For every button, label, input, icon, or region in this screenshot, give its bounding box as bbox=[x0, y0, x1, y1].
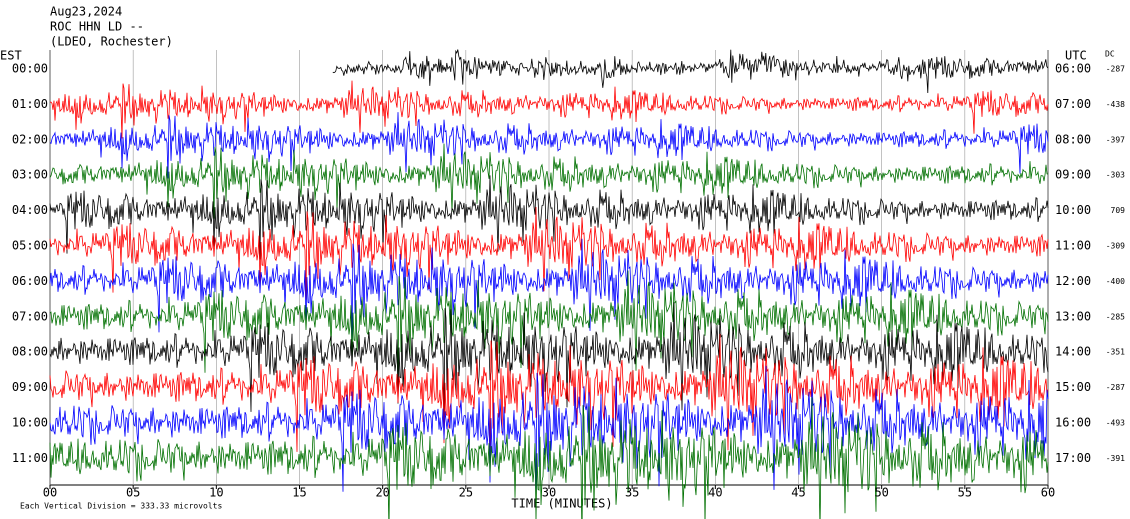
est-label: 10:00 bbox=[12, 416, 48, 430]
utc-label: 07:00 bbox=[1055, 97, 1091, 111]
dc-label: -400 bbox=[1106, 277, 1125, 286]
utc-label: 13:00 bbox=[1055, 309, 1091, 323]
dc-label: -351 bbox=[1106, 348, 1125, 357]
trace bbox=[49, 112, 1049, 179]
utc-label: 15:00 bbox=[1055, 380, 1091, 394]
x-tick-label: 45 bbox=[791, 486, 805, 500]
est-label: 00:00 bbox=[12, 62, 48, 76]
trace bbox=[49, 270, 1049, 382]
trace bbox=[332, 49, 1049, 94]
dc-label: -438 bbox=[1106, 100, 1125, 109]
x-tick-label: 20 bbox=[375, 486, 389, 500]
utc-label: 12:00 bbox=[1055, 274, 1091, 288]
est-label: 09:00 bbox=[12, 380, 48, 394]
labels: 00 05 10 15 20 25 30 35 40 45 50 55 60 00:00 06:00 -287… bbox=[12, 62, 1125, 500]
x-tick-label: 30 bbox=[542, 486, 556, 500]
dc-label: -309 bbox=[1106, 242, 1125, 251]
dc-title: DC bbox=[1105, 50, 1115, 59]
est-label: 04:00 bbox=[12, 203, 48, 217]
x-tick-label: 00 bbox=[43, 486, 57, 500]
grid bbox=[49, 50, 1049, 489]
traces bbox=[49, 49, 1049, 519]
est-label: 08:00 bbox=[12, 345, 48, 359]
est-label: 11:00 bbox=[12, 451, 48, 465]
est-label: 01:00 bbox=[12, 97, 48, 111]
dc-label: -287 bbox=[1106, 65, 1125, 74]
dc-label: -391 bbox=[1106, 454, 1125, 463]
x-tick-label: 60 bbox=[1041, 486, 1055, 500]
left-axis-title: EST bbox=[0, 49, 22, 63]
header-line: (LDEO, Rochester) bbox=[50, 35, 173, 49]
x-tick-label: 50 bbox=[874, 486, 888, 500]
trace bbox=[49, 206, 1049, 300]
trace bbox=[49, 333, 1049, 463]
trace bbox=[49, 175, 1049, 260]
trace bbox=[49, 302, 1049, 422]
est-label: 06:00 bbox=[12, 274, 48, 288]
header-line: ROC HHN LD -- bbox=[50, 20, 144, 34]
utc-label: 10:00 bbox=[1055, 203, 1091, 217]
trace bbox=[49, 80, 1049, 139]
x-tick-label: 35 bbox=[625, 486, 639, 500]
trace bbox=[49, 143, 1049, 219]
utc-label: 08:00 bbox=[1055, 132, 1091, 146]
dc-label: -303 bbox=[1106, 171, 1125, 180]
dc-label: 709 bbox=[1111, 206, 1126, 215]
utc-label: 11:00 bbox=[1055, 239, 1091, 253]
est-label: 03:00 bbox=[12, 168, 48, 182]
utc-label: 17:00 bbox=[1055, 451, 1091, 465]
est-label: 07:00 bbox=[12, 309, 48, 323]
utc-label: 09:00 bbox=[1055, 168, 1091, 182]
est-label: 02:00 bbox=[12, 132, 48, 146]
trace bbox=[49, 365, 1049, 504]
x-tick-label: 15 bbox=[292, 486, 306, 500]
x-tick-label: 05 bbox=[126, 486, 140, 500]
x-tick-label: 10 bbox=[209, 486, 223, 500]
right-axis-title: UTC bbox=[1065, 49, 1087, 63]
trace bbox=[49, 238, 1049, 341]
dc-label: -397 bbox=[1106, 135, 1125, 144]
utc-label: 06:00 bbox=[1055, 62, 1091, 76]
dc-label: -493 bbox=[1106, 419, 1125, 428]
x-tick-label: 25 bbox=[459, 486, 473, 500]
utc-label: 16:00 bbox=[1055, 416, 1091, 430]
trace bbox=[49, 397, 1049, 519]
utc-label: 14:00 bbox=[1055, 345, 1091, 359]
est-label: 05:00 bbox=[12, 239, 48, 253]
footer: Each Vertical Division = 333.33 microvol… bbox=[20, 502, 222, 511]
dc-label: -285 bbox=[1106, 312, 1125, 321]
x-axis-title: TIME (MINUTES) bbox=[511, 497, 612, 511]
dc-label: -287 bbox=[1106, 383, 1125, 392]
x-tick-label: 55 bbox=[958, 486, 972, 500]
x-tick-label: 40 bbox=[708, 486, 722, 500]
header-line: Aug23,2024 bbox=[50, 5, 122, 19]
